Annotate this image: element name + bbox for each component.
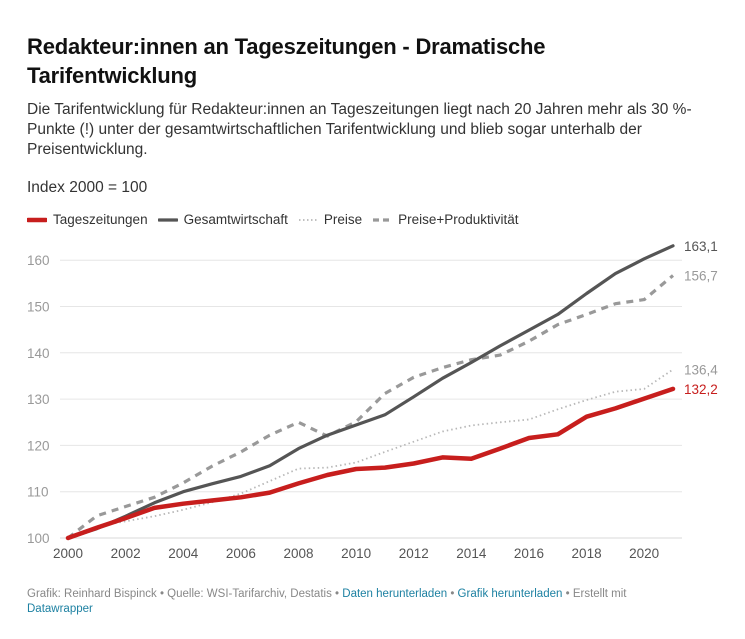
x-tick-label: 2006 [226,546,256,561]
separator: • [331,588,343,600]
legend-item-gesamtwirtschaft: Gesamtwirtschaft [157,212,288,227]
separator: • [562,588,573,600]
download-image-link[interactable]: Grafik herunterladen [457,588,563,600]
y-tick-label: 150 [27,300,50,315]
series-line-preise-produktivit-t [67,274,675,540]
x-tick-label: 2000 [53,546,83,561]
x-tick-label: 2002 [111,546,141,561]
x-tick-label: 2008 [283,546,313,561]
x-tick-label: 2010 [341,546,371,561]
footer: Grafik: Reinhard Bispinck • Quelle: WSI-… [27,587,687,617]
end-label: 136,4 [684,362,718,377]
legend-label: Gesamtwirtschaft [183,212,288,227]
y-tick-label: 100 [27,531,50,546]
index-note: Index 2000 = 100 [27,179,148,196]
y-tick-label: 160 [27,253,50,268]
legend-swatch-solid-thick-icon [27,217,47,222]
x-tick-label: 2018 [572,546,602,561]
legend: Tageszeitungen Gesamtwirtschaft Preise P… [27,212,529,227]
end-labels: 132,2 163,1 136,4 156,7 [684,239,718,397]
separator: • [156,588,168,600]
series-line-gesamtwirtschaft [66,244,675,540]
source: Quelle: WSI-Tarifarchiv, Destatis [167,588,332,600]
datawrapper-link[interactable]: Datawrapper [27,603,93,615]
y-tick-label: 110 [27,485,49,500]
chart-title: Redakteur:innen an Tageszeitungen - Dram… [27,34,546,88]
legend-swatch-solid-icon [157,217,178,222]
legend-label: Preise+Produktivität [398,212,519,227]
legend-item-preise: Preise [298,212,362,227]
x-tick-label: 2014 [456,546,487,561]
legend-item-tageszeitungen: Tageszeitungen [27,212,148,227]
x-tick-label: 2012 [399,546,429,561]
download-data-link[interactable]: Daten herunterladen [342,588,448,600]
made-with: Erstellt mit [572,588,627,600]
separator: • [447,588,458,600]
legend-label: Tageszeitungen [53,212,148,227]
y-axis-ticks: 100 110 120 130 140 150 160 [27,253,50,546]
x-tick-label: 2020 [629,546,659,561]
chart-subtitle: Die Tarifentwicklung für Redakteur:innen… [27,101,692,158]
x-tick-label: 2016 [514,546,544,561]
series-line-preise [67,368,674,539]
end-label: 156,7 [684,268,718,283]
legend-label: Preise [323,212,363,227]
x-tick-label: 2004 [168,546,199,561]
gridlines [60,259,682,539]
y-tick-label: 140 [27,346,50,361]
legend-swatch-dotted-icon [298,218,317,221]
series-line-tageszeitungen [65,386,676,541]
credit: Grafik: Reinhard Bispinck [27,588,157,600]
legend-swatch-dashed-icon [373,217,392,222]
y-tick-label: 120 [27,438,50,453]
end-label: 132,2 [684,382,718,397]
y-tick-label: 130 [27,392,50,407]
end-label: 163,1 [684,239,718,254]
legend-item-preise-produktivitaet: Preise+Produktivität [372,212,519,227]
x-axis-ticks: 2000 2002 2004 2006 2008 2010 2012 2014 2016 2018… [53,546,659,561]
series-lines [65,244,676,541]
